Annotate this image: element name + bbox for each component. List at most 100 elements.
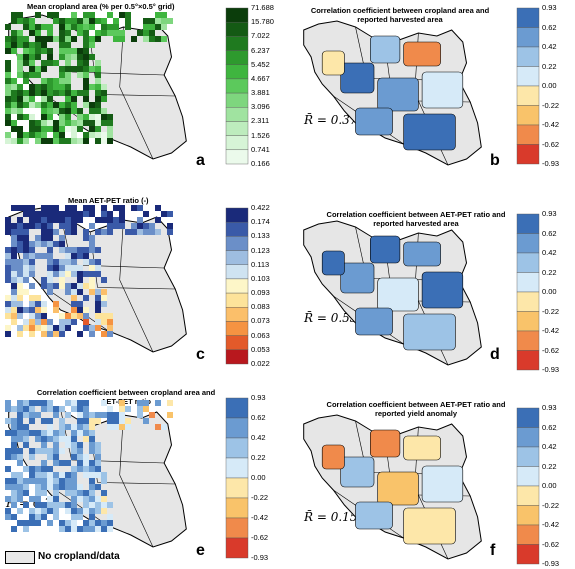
grid-cell-c [53, 241, 59, 247]
grid-cell-e [47, 478, 53, 484]
colorbar-tick-d: 0.62 [542, 228, 557, 238]
colorbar-segment-e [225, 517, 249, 539]
grid-cell-c [23, 241, 29, 247]
colorbar-tick-c: 0.133 [251, 231, 270, 241]
grid-cell-a [83, 36, 89, 42]
grid-cell-c [35, 325, 41, 331]
grid-cell-c [59, 247, 65, 253]
grid-cell-e [35, 466, 41, 472]
grid-cell-c [101, 331, 107, 337]
grid-cell-a [17, 42, 23, 48]
grid-cell-a [53, 36, 59, 42]
grid-cell-a [101, 96, 107, 102]
grid-cell-a [41, 120, 47, 126]
grid-cell-a [11, 12, 17, 18]
grid-cell-c [77, 217, 83, 223]
grid-cell-c [5, 259, 11, 265]
grid-cell-e [29, 454, 35, 460]
grid-cell-a [23, 72, 29, 78]
grid-cell-e [23, 424, 29, 430]
grid-cell-e [59, 424, 65, 430]
grid-cell-a [143, 18, 149, 24]
grid-cell-a [53, 132, 59, 138]
grid-cell-a [65, 96, 71, 102]
grid-cell-e [125, 418, 131, 424]
grid-cell-a [83, 114, 89, 120]
grid-cell-a [47, 96, 53, 102]
grid-cell-a [89, 120, 95, 126]
grid-cell-e [53, 508, 59, 514]
province-border-e [97, 482, 176, 485]
grid-cell-c [53, 301, 59, 307]
grid-cell-c [5, 331, 11, 337]
grid-cell-c [83, 259, 89, 265]
grid-cell-e [119, 418, 125, 424]
grid-cell-c [125, 229, 131, 235]
grid-cell-a [5, 120, 11, 126]
grid-cell-a [11, 120, 17, 126]
grid-cell-a [53, 102, 59, 108]
grid-cell-a [107, 24, 113, 30]
grid-cell-a [11, 78, 17, 84]
grid-cell-e [17, 496, 23, 502]
grid-cell-c [101, 319, 107, 325]
panel-b-letter: b [490, 152, 500, 169]
grid-cell-a [29, 84, 35, 90]
grid-cell-a [113, 30, 119, 36]
grid-cell-e [83, 418, 89, 424]
grid-cell-e [59, 430, 65, 436]
grid-cell-e [23, 466, 29, 472]
grid-cell-c [17, 271, 23, 277]
grid-cell-a [95, 120, 101, 126]
grid-cell-c [41, 205, 47, 211]
grid-cell-a [83, 30, 89, 36]
grid-cell-e [65, 472, 71, 478]
province-border-c [97, 287, 176, 290]
grid-cell-e [143, 406, 149, 412]
grid-cell-c [47, 235, 53, 241]
grid-cell-c [35, 235, 41, 241]
grid-cell-c [89, 241, 95, 247]
grid-cell-a [101, 132, 107, 138]
colorbar-segment-a [225, 92, 249, 108]
grid-cell-e [71, 448, 77, 454]
grid-cell-a [59, 132, 65, 138]
grid-cell-e [17, 472, 23, 478]
grid-cell-a [161, 36, 167, 42]
grid-cell-c [53, 205, 59, 211]
grid-cell-a [143, 30, 149, 36]
grid-cell-e [11, 406, 17, 412]
grid-cell-a [83, 138, 89, 144]
colorbar-tick-b: -0.42 [542, 120, 560, 129]
grid-cell-a [47, 126, 53, 132]
province-fill-d [340, 262, 375, 294]
province-fill-f [321, 444, 345, 470]
grid-cell-e [41, 442, 47, 448]
grid-cell-e [83, 472, 89, 478]
grid-cell-e [11, 436, 17, 442]
grid-cell-a [83, 66, 89, 72]
colorbar-tick-e: -0.62 [251, 533, 269, 542]
grid-cell-c [23, 319, 29, 325]
grid-cell-a [125, 18, 131, 24]
grid-cell-c [17, 313, 23, 319]
colorbar-tick-c: 0.022 [251, 359, 270, 368]
colorbar-tick-d: -0.62 [542, 345, 560, 355]
grid-cell-a [17, 102, 23, 108]
grid-cell-e [29, 478, 35, 484]
grid-cell-a [101, 24, 107, 30]
grid-cell-c [11, 241, 17, 247]
grid-cell-a [65, 60, 71, 66]
grid-cell-e [77, 400, 83, 406]
province-fill-b [421, 71, 464, 109]
grid-cell-a [77, 66, 83, 72]
grid-cell-c [95, 325, 101, 331]
grid-cell-e [29, 508, 35, 514]
grid-cell-e [41, 484, 47, 490]
grid-cell-c [107, 313, 113, 319]
grid-cell-c [95, 301, 101, 307]
grid-cell-a [23, 78, 29, 84]
grid-cell-c [35, 223, 41, 229]
grid-cell-a [59, 66, 65, 72]
province-border-c [119, 219, 124, 281]
